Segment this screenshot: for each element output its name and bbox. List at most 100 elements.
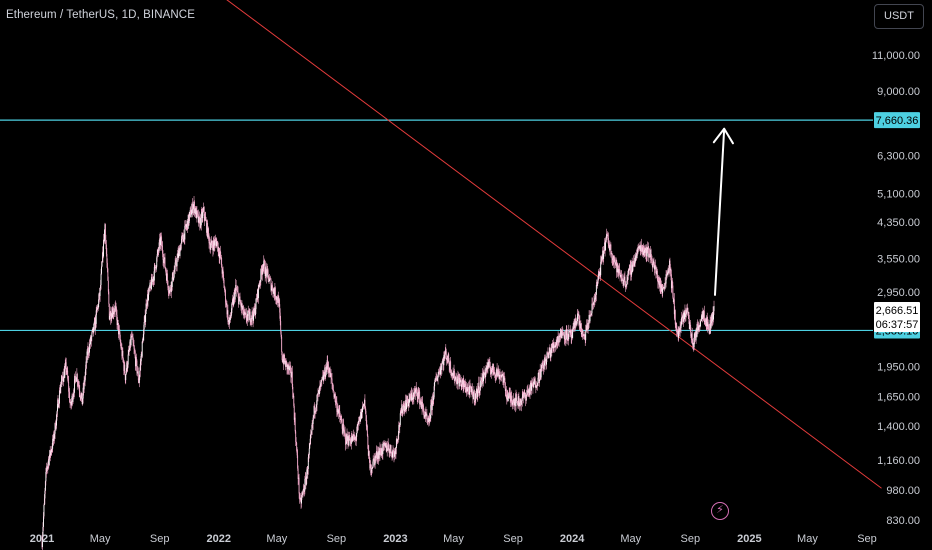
candle-body: [130, 336, 132, 346]
candle-body: [165, 269, 167, 274]
candle-body: [187, 221, 189, 229]
symbol-title: Ethereum / TetherUS, 1D, BINANCE: [6, 9, 195, 21]
candle-body: [537, 383, 539, 386]
candle-body: [356, 432, 358, 437]
candle-body: [442, 360, 444, 362]
candle-body: [412, 397, 414, 400]
candle-body: [181, 235, 183, 237]
candle-body: [119, 329, 120, 333]
candle-body: [531, 382, 532, 391]
candle-body: [591, 313, 592, 315]
candle-body: [368, 451, 370, 456]
candle-body: [108, 303, 110, 320]
candle-body: [711, 314, 713, 322]
candle-body: [44, 490, 46, 499]
candle-body: [495, 375, 497, 377]
candle-body: [683, 312, 685, 320]
candle-body: [82, 387, 84, 399]
candle-body: [109, 315, 111, 320]
candle-body: [657, 279, 659, 283]
candle-body: [134, 351, 136, 356]
candle-body: [397, 438, 399, 442]
candle-body: [658, 281, 660, 285]
candle-body: [502, 374, 504, 383]
candle-body: [86, 351, 88, 363]
candle-body: [683, 312, 684, 322]
candle-body: [227, 320, 229, 322]
y-tick-label: 1,950.00: [877, 361, 920, 373]
candle-body: [167, 280, 169, 288]
candle-body: [52, 438, 54, 449]
candle-body: [195, 208, 196, 215]
candle-body: [486, 365, 488, 371]
candle-body: [645, 247, 647, 256]
candle-body: [429, 418, 431, 420]
candle-body: [660, 283, 662, 290]
candle-body: [687, 312, 689, 314]
candle-body: [345, 434, 347, 445]
candle-body: [604, 242, 606, 251]
candle-body: [390, 445, 392, 453]
candle-body: [534, 380, 536, 388]
candle-body: [188, 215, 190, 224]
candle-body: [540, 368, 542, 378]
candle-body: [437, 374, 439, 379]
candle-body: [264, 262, 266, 274]
candle-body: [280, 331, 282, 337]
candle-body: [325, 374, 327, 377]
candle-body: [64, 364, 66, 369]
candle-body: [68, 391, 70, 393]
candle-body: [697, 324, 698, 327]
candle-body: [43, 505, 45, 517]
candle-body: [217, 241, 219, 251]
currency-button[interactable]: USDT: [874, 4, 924, 29]
candle-body: [87, 351, 88, 355]
candle-body: [200, 218, 202, 226]
candle-body: [180, 239, 182, 244]
candle-body: [129, 339, 131, 348]
candle-body: [115, 307, 117, 309]
candle-body: [179, 248, 180, 257]
candle-body: [44, 481, 46, 491]
candle-body: [710, 320, 712, 329]
candle-body: [440, 366, 442, 370]
candle-body: [158, 250, 160, 252]
candle-body: [562, 329, 563, 335]
candle-body: [169, 287, 171, 291]
candle-body: [172, 272, 174, 278]
candle-body: [305, 477, 307, 485]
candle-body: [362, 406, 364, 407]
candle-body: [495, 374, 497, 377]
candle-body: [293, 395, 295, 406]
candle-body: [77, 383, 79, 385]
candle-body: [338, 408, 340, 412]
candle-body: [579, 321, 581, 329]
candle-body: [334, 394, 336, 397]
candle-body: [297, 455, 299, 469]
candle-body: [529, 388, 531, 396]
y-tick-label: 980.00: [886, 485, 920, 497]
candle-body: [527, 390, 529, 392]
lightning-icon[interactable]: ⚡: [711, 502, 729, 520]
candle-body: [541, 365, 543, 369]
candle-body: [219, 253, 221, 258]
candle-body: [200, 213, 202, 226]
candle-body: [659, 283, 661, 288]
candle-body: [398, 424, 400, 427]
candle-body: [277, 296, 279, 303]
candle-body: [615, 262, 617, 264]
candle-body: [464, 383, 466, 387]
candle-body: [588, 323, 590, 325]
candle-body: [238, 294, 240, 305]
candle-body: [210, 243, 212, 248]
candle-body: [320, 381, 322, 385]
candle-body: [590, 314, 592, 316]
candle-body: [680, 324, 682, 328]
candle-body: [368, 451, 370, 458]
candle-body: [659, 281, 661, 288]
candle-body: [258, 286, 260, 287]
candle-body: [414, 391, 416, 394]
candle-body: [298, 477, 300, 494]
